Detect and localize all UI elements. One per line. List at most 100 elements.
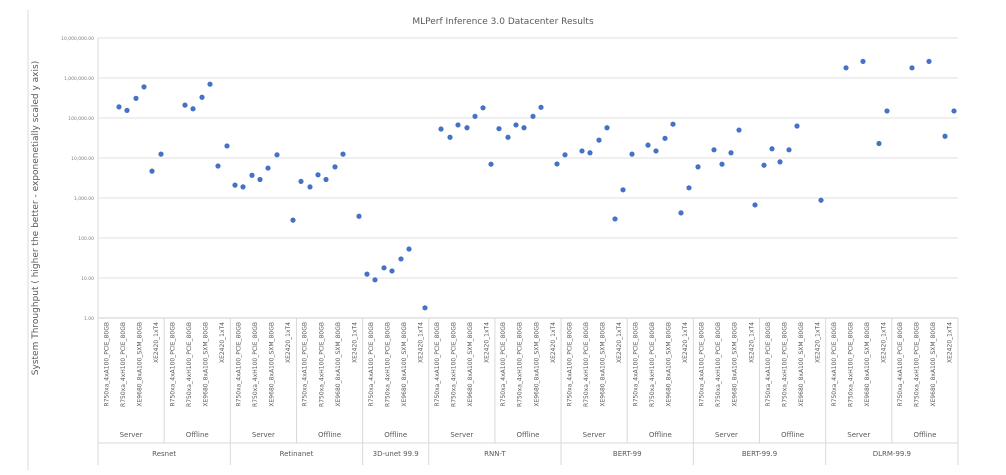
x-category-label: XE2420_1xT4 [748, 322, 755, 363]
data-point [860, 58, 866, 65]
data-point [752, 202, 758, 208]
x-category-label: XE2420_1xT4 [484, 322, 491, 363]
data-point [612, 216, 618, 222]
data-point [620, 187, 626, 193]
scenario-label: Offline [649, 431, 672, 439]
data-point [686, 185, 692, 191]
x-category-label: R750xa_4xH100_PCIE_80GB [517, 322, 524, 407]
x-category-label: XE9680_8xA100_SXM_80GB [533, 322, 540, 407]
y-tick-label: 10,000,000.00 [61, 36, 94, 42]
x-category-label: XE9680_8xA100_SXM_80GB [136, 322, 143, 407]
y-tick-label: 10.00 [81, 276, 94, 282]
data-point [884, 108, 890, 114]
x-category-label: R750xa_4xA100_PCIE_80GB [434, 322, 441, 407]
x-category-label: R750xa_4xH100_PCIE_80GB [384, 322, 391, 407]
data-point [662, 135, 668, 141]
x-category-label: XE2420_1xT4 [616, 322, 623, 363]
x-category-label: XE2420_1xT4 [153, 322, 160, 363]
y-tick-label: 10,000.00 [71, 156, 94, 162]
data-point [249, 172, 255, 178]
data-point [596, 137, 602, 143]
data-point [372, 277, 378, 283]
scenario-label: Offline [186, 431, 209, 439]
x-category-label: R750xa_4xH100_PCIE_80GB [781, 322, 788, 407]
x-category-label: R750xa_4xH100_PCIE_80GB [848, 322, 855, 407]
y-tick-label: 1,000,000.00 [64, 76, 94, 82]
x-category-label: XE9680_8xA100_SXM_80GB [467, 322, 474, 407]
x-category-label: XE9680_8xA100_SXM_80GB [335, 322, 342, 407]
benchmark-label: 3D-unet 99.9 [373, 450, 419, 458]
x-category-label: XE2420_1xT4 [351, 322, 358, 363]
data-point [587, 150, 593, 156]
y-tick-label: 1.00 [84, 316, 94, 322]
data-point [389, 268, 395, 274]
x-category-label: XE2420_1xT4 [550, 322, 557, 363]
x-category-label: R750xa_4xH100_PCIE_80GB [914, 322, 921, 407]
data-point [678, 210, 684, 216]
data-point [513, 122, 519, 128]
data-point [406, 246, 412, 252]
data-point [232, 182, 238, 188]
gridlines [97, 37, 958, 319]
data-point [719, 161, 725, 167]
x-category-label: R750xa_4xA100_PCIE_80GB [302, 322, 309, 407]
x-category-label: XE2420_1xT4 [219, 322, 226, 363]
data-point [447, 134, 453, 140]
data-point [124, 107, 130, 113]
data-point [257, 176, 263, 183]
benchmark-label: Resnet [152, 450, 176, 458]
data-point [728, 150, 734, 156]
data-point [158, 151, 164, 157]
data-point [926, 58, 932, 65]
data-point [215, 163, 221, 169]
data-point [398, 256, 404, 262]
data-point [843, 65, 849, 71]
scenario-label: Offline [384, 431, 407, 439]
benchmark-label: BERT-99 [613, 450, 642, 458]
chart-title: MLPerf Inference 3.0 Datacenter Results [412, 17, 594, 27]
x-category-label: R750xa_4xA100_PCIE_80GB [566, 322, 573, 407]
scenario-label: Offline [913, 431, 936, 439]
x-category-label: R750xa_4xA100_PCIE_80GB [765, 322, 772, 407]
data-point [315, 172, 321, 178]
data-point [818, 197, 824, 203]
x-category-label: R750xa_4xA100_PCIE_80GB [236, 322, 243, 407]
data-point [554, 161, 560, 167]
x-category-label: R750xa_4xA100_PCIE_80GB [831, 322, 838, 407]
data-point [356, 213, 362, 219]
x-category-label: R750xa_4xH100_PCIE_80GB [252, 322, 259, 407]
x-category-label: XE9680_8xA100_SXM_80GB [666, 322, 673, 407]
data-point [116, 104, 122, 110]
x-category-label: R750xa_4xA100_PCIE_80GB [169, 322, 176, 407]
data-point [199, 94, 205, 100]
x-category-label: R750xa_4xA100_PCIE_80GB [500, 322, 507, 407]
scenario-label: Server [583, 431, 606, 439]
scenario-label: Server [120, 431, 143, 439]
data-point [472, 113, 478, 119]
data-point [909, 65, 915, 71]
data-point [141, 84, 147, 90]
data-point [464, 125, 470, 131]
x-category-label: XE2420_1xT4 [418, 322, 425, 363]
data-point [521, 125, 527, 131]
scenario-label: Offline [318, 431, 341, 439]
x-category-label: R750xa_4xA100_PCIE_80GB [103, 322, 110, 407]
data-point [562, 152, 568, 158]
y-tick-label: 100.00 [78, 236, 94, 242]
benchmark-label: DLRM-99.9 [873, 450, 911, 458]
data-point [340, 151, 346, 157]
data-point [307, 184, 313, 190]
x-category-label: XE2420_1xT4 [881, 322, 888, 363]
scenario-label: Server [715, 431, 738, 439]
data-point [645, 142, 651, 148]
data-point [876, 140, 882, 147]
x-category-label: R750xa_4xH100_PCIE_80GB [583, 322, 590, 407]
data-point [323, 176, 329, 183]
data-point [538, 104, 544, 110]
data-point [942, 133, 948, 139]
scenario-label: Server [847, 431, 870, 439]
data-point [133, 95, 139, 101]
x-category-label: XE2420_1xT4 [285, 322, 292, 363]
data-point [496, 126, 502, 132]
